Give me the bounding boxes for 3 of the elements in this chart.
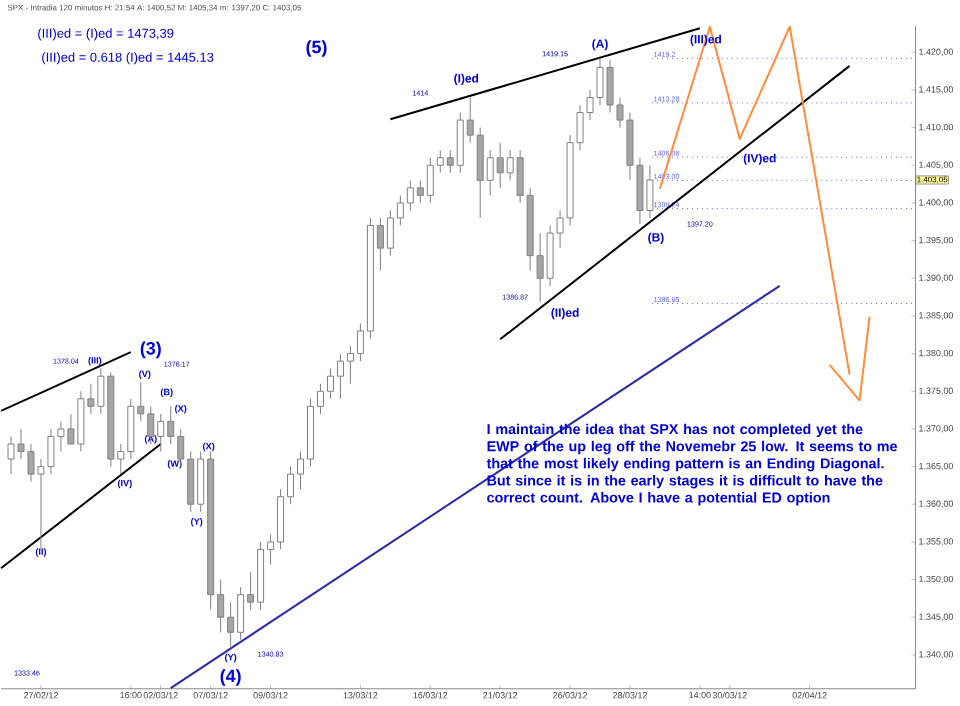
annotation: (5): [306, 40, 327, 58]
annotation: (4): [220, 669, 241, 687]
annotation: (3): [140, 341, 161, 359]
